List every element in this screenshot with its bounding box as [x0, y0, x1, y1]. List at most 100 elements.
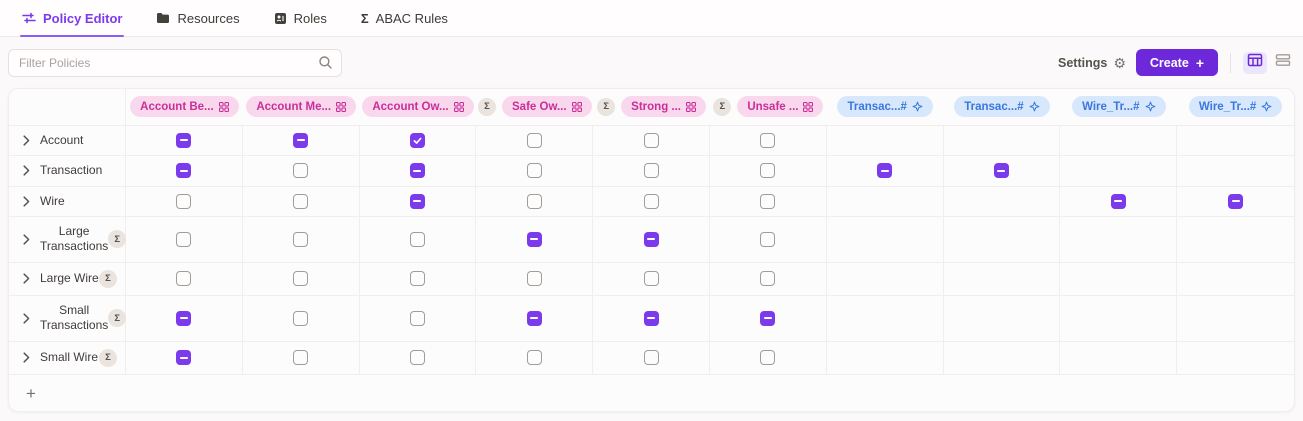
- create-button[interactable]: Create +: [1135, 49, 1218, 76]
- policy-checkbox-indeterminate[interactable]: [760, 310, 776, 326]
- policy-checkbox-unchecked[interactable]: [643, 271, 659, 287]
- policy-checkbox-unchecked[interactable]: [293, 271, 309, 287]
- grid-view-toggle[interactable]: [1243, 51, 1267, 74]
- tab-resources[interactable]: Resources: [154, 0, 241, 36]
- policy-checkbox-indeterminate[interactable]: [176, 132, 192, 148]
- policy-checkbox-unchecked[interactable]: [526, 193, 542, 209]
- column-header: Account Ow...: [359, 89, 477, 126]
- matrix-cell: [476, 296, 594, 342]
- policy-checkbox-unchecked[interactable]: [409, 271, 425, 287]
- matrix-cell: [476, 262, 594, 296]
- role-chip[interactable]: Strong ...: [621, 96, 707, 118]
- attribute-chip[interactable]: Wire_Tr...#: [1072, 96, 1166, 118]
- policy-checkbox-indeterminate[interactable]: [176, 350, 192, 366]
- policy-checkbox-unchecked[interactable]: [176, 193, 192, 209]
- policy-checkbox-indeterminate[interactable]: [526, 231, 542, 247]
- role-chip[interactable]: Account Be...: [130, 96, 239, 118]
- policy-checkbox-indeterminate[interactable]: [877, 163, 893, 179]
- policy-checkbox-unchecked[interactable]: [643, 350, 659, 366]
- grid-2x2-icon: [803, 101, 814, 112]
- policy-checkbox-unchecked[interactable]: [760, 231, 776, 247]
- policy-checkbox-unchecked[interactable]: [760, 271, 776, 287]
- matrix-cell: [126, 125, 243, 156]
- matrix-cell: [593, 156, 710, 187]
- column-header: Wire_Tr...#: [1060, 89, 1178, 126]
- policy-checkbox-unchecked[interactable]: [643, 193, 659, 209]
- policy-checkbox-indeterminate[interactable]: [176, 310, 192, 326]
- policy-checkbox-unchecked[interactable]: [293, 193, 309, 209]
- attribute-chip[interactable]: Transac...#: [954, 96, 1050, 118]
- column-chip-label: Wire_Tr...#: [1198, 100, 1257, 113]
- policy-checkbox-unchecked[interactable]: [293, 163, 309, 179]
- role-chip[interactable]: Account Ow...: [362, 96, 474, 118]
- tab-abac-rules[interactable]: Σ ABAC Rules: [359, 0, 450, 36]
- chevron-right-icon[interactable]: [23, 273, 30, 284]
- row-label: Large Transactions: [40, 224, 109, 254]
- matrix-cell: [359, 296, 477, 342]
- matrix-cell: [126, 341, 243, 375]
- policy-checkbox-indeterminate[interactable]: [643, 231, 659, 247]
- policy-checkbox-unchecked[interactable]: [176, 231, 192, 247]
- policy-checkbox-indeterminate[interactable]: [409, 163, 425, 179]
- role-chip[interactable]: Unsafe ...: [737, 96, 824, 118]
- policy-checkbox-unchecked[interactable]: [409, 231, 425, 247]
- add-policy-button[interactable]: +: [26, 383, 36, 403]
- tab-roles[interactable]: Roles: [272, 0, 329, 36]
- policy-checkbox-indeterminate[interactable]: [993, 163, 1009, 179]
- policy-checkbox-indeterminate[interactable]: [526, 310, 542, 326]
- policy-checkbox-unchecked[interactable]: [643, 132, 659, 148]
- matrix-cell: [476, 217, 594, 263]
- policy-checkbox-unchecked[interactable]: [293, 310, 309, 326]
- settings-label: Settings: [1058, 55, 1108, 70]
- policy-checkbox-unchecked[interactable]: [760, 350, 776, 366]
- attribute-chip[interactable]: Wire_Tr...#: [1188, 96, 1283, 118]
- policy-checkbox-unchecked[interactable]: [526, 350, 542, 366]
- policy-checkbox-checked[interactable]: [409, 132, 425, 148]
- chevron-right-icon[interactable]: [23, 135, 30, 146]
- chevron-right-icon[interactable]: [23, 352, 30, 363]
- matrix-cell: [710, 262, 827, 296]
- policy-checkbox-unchecked[interactable]: [526, 132, 542, 148]
- matrix-cell: [943, 125, 1061, 156]
- filter-policies-input[interactable]: [8, 48, 342, 77]
- role-chip[interactable]: Safe Ow...: [502, 96, 592, 118]
- policy-checkbox-unchecked[interactable]: [760, 132, 776, 148]
- policy-checkbox-indeterminate[interactable]: [1228, 193, 1244, 209]
- chevron-right-icon[interactable]: [23, 196, 30, 207]
- chevron-right-icon[interactable]: [23, 234, 30, 245]
- chevron-right-icon[interactable]: [23, 313, 30, 324]
- column-header: Σ Safe Ow...: [476, 89, 594, 126]
- matrix-cell: [710, 296, 827, 342]
- list-view-toggle[interactable]: [1271, 52, 1295, 74]
- sparkle-icon: [1261, 101, 1272, 112]
- matrix-cell: [710, 156, 827, 187]
- policy-checkbox-indeterminate[interactable]: [409, 193, 425, 209]
- tab-policy-editor[interactable]: Policy Editor: [20, 0, 125, 37]
- role-chip[interactable]: Account Me...: [246, 96, 357, 118]
- policy-checkbox-indeterminate[interactable]: [176, 163, 192, 179]
- policy-checkbox-unchecked[interactable]: [526, 163, 542, 179]
- matrix-cell: [710, 186, 827, 217]
- policy-checkbox-unchecked[interactable]: [409, 310, 425, 326]
- attribute-chip[interactable]: Transac...#: [837, 96, 933, 118]
- policy-checkbox-indeterminate[interactable]: [1110, 193, 1126, 209]
- matrix-cell: [710, 341, 827, 375]
- policy-checkbox-indeterminate[interactable]: [643, 310, 659, 326]
- settings-button[interactable]: Settings ⚙: [1058, 56, 1126, 70]
- matrix-cell: [826, 125, 944, 156]
- policy-checkbox-unchecked[interactable]: [760, 193, 776, 209]
- policy-checkbox-unchecked[interactable]: [643, 163, 659, 179]
- policy-checkbox-unchecked[interactable]: [176, 271, 192, 287]
- policy-checkbox-unchecked[interactable]: [293, 231, 309, 247]
- matrix-cell: [476, 341, 594, 375]
- policy-checkbox-indeterminate[interactable]: [293, 132, 309, 148]
- policy-checkbox-unchecked[interactable]: [293, 350, 309, 366]
- indeterminate-dash-icon: [179, 317, 188, 320]
- row-header: Large Wire Σ: [9, 262, 126, 296]
- policy-checkbox-unchecked[interactable]: [409, 350, 425, 366]
- chevron-right-icon[interactable]: [23, 165, 30, 176]
- indeterminate-dash-icon: [179, 169, 188, 172]
- toolbar-right-group: Settings ⚙ Create +: [1058, 49, 1295, 76]
- policy-checkbox-unchecked[interactable]: [760, 163, 776, 179]
- policy-checkbox-unchecked[interactable]: [526, 271, 542, 287]
